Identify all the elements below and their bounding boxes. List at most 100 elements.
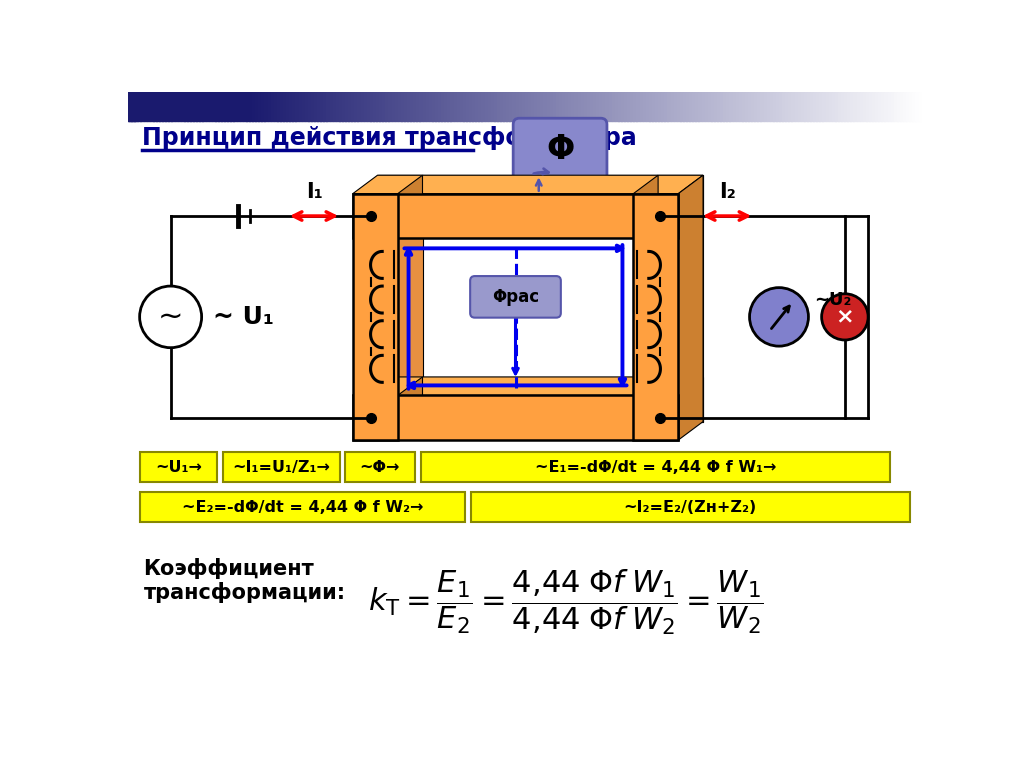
Bar [351,92,355,120]
Bar [171,92,175,120]
Bar [441,92,445,120]
Bar [478,92,482,120]
Bar [128,92,136,120]
Bar [680,92,684,120]
Bar [906,92,910,120]
Bar [162,92,166,120]
Bar [388,92,392,120]
Bar [640,92,643,120]
Polygon shape [352,175,703,194]
Bar [336,92,340,120]
Bar [779,92,783,120]
Bar [587,92,591,120]
Bar [919,92,923,120]
Bar [466,92,470,120]
Bar [677,92,681,120]
Bar [717,92,721,120]
Bar [621,92,625,120]
Circle shape [750,288,809,346]
Bar [528,92,531,120]
Bar [472,92,476,120]
Bar [720,92,724,120]
Bar [140,92,144,120]
Bar [180,92,184,120]
Bar [568,92,572,120]
Text: ~U₁→: ~U₁→ [155,459,202,475]
Bar [755,92,758,120]
Text: ~E₁=-dΦ/dt = 4,44 Φ f W₁→: ~E₁=-dΦ/dt = 4,44 Φ f W₁→ [535,459,776,475]
Bar [891,92,895,120]
Text: ~U₂: ~U₂ [814,291,851,309]
Bar [357,92,361,120]
Bar [305,92,308,120]
Bar [246,92,250,120]
Bar [497,92,501,120]
Text: $k_\mathrm{T} = \dfrac{E_1}{E_2} = \dfrac{4{,}44\;\Phi f\;W_1}{4{,}44\;\Phi f\;W: $k_\mathrm{T} = \dfrac{E_1}{E_2} = \dfra… [369,567,764,637]
Bar [764,92,767,120]
Bar [751,92,755,120]
Bar [828,92,833,120]
Polygon shape [397,377,423,440]
Text: Φрас: Φрас [492,288,539,306]
Bar [844,92,848,120]
Bar [230,92,234,120]
Bar [342,92,346,120]
Bar [481,92,485,120]
FancyBboxPatch shape [470,276,561,318]
Bar [882,92,885,120]
Bar [624,92,628,120]
Bar [308,92,311,120]
Bar [869,92,872,120]
Bar [414,92,417,120]
Bar [423,92,426,120]
Bar [605,92,609,120]
Bar [327,92,331,120]
Bar [649,92,652,120]
Bar [705,92,709,120]
Bar [385,92,389,120]
Bar [807,92,811,120]
Bar [872,92,876,120]
Bar [394,92,398,120]
Bar [302,92,305,120]
Circle shape [139,286,202,347]
Bar [835,92,839,120]
Bar [792,92,796,120]
Polygon shape [352,194,678,239]
Bar [674,92,678,120]
Bar [668,92,672,120]
Bar [400,92,404,120]
Bar [512,92,516,120]
Bar [581,92,585,120]
Bar [506,92,510,120]
Bar [578,92,582,120]
Polygon shape [378,175,423,422]
Bar [686,92,690,120]
Bar [403,92,408,120]
Bar [785,92,790,120]
Bar [218,92,222,120]
Bar [565,92,569,120]
Bar [215,92,219,120]
Bar [599,92,603,120]
Polygon shape [397,220,658,239]
Bar [729,92,733,120]
Bar [630,92,634,120]
Bar [227,92,231,120]
Text: Коэффициент
трансформации:: Коэффициент трансформации: [143,558,346,604]
Bar [773,92,776,120]
Bar [643,92,646,120]
Bar [853,92,857,120]
Bar [417,92,420,120]
Bar [795,92,799,120]
Text: Φ: Φ [546,133,574,166]
Bar [627,92,631,120]
Bar [879,92,882,120]
Bar [469,92,473,120]
Bar [194,92,197,120]
Bar [131,92,135,120]
Bar [289,92,293,120]
Bar [915,92,920,120]
Bar [168,92,172,120]
Bar [267,92,271,120]
